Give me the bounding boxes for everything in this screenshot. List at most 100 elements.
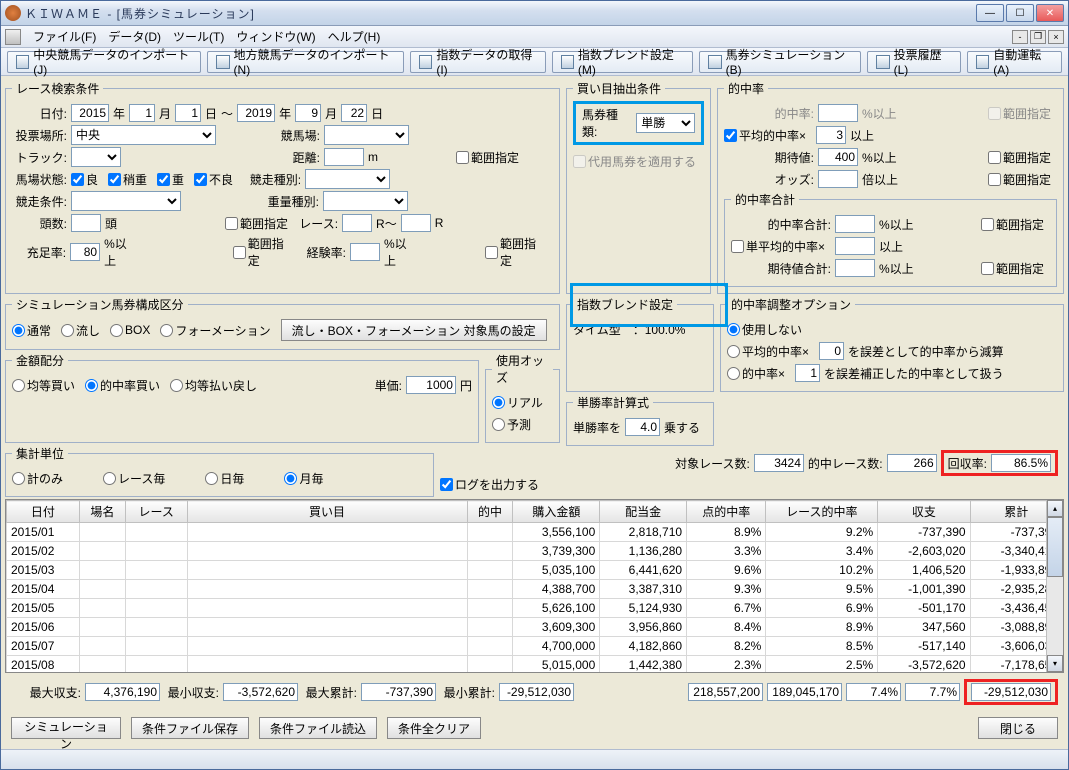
adjust-opt2-input[interactable] xyxy=(795,364,820,382)
baba-omo-check[interactable]: 重 xyxy=(157,171,184,188)
log-check[interactable]: ログを出力する xyxy=(440,476,539,493)
column-header[interactable]: 日付 xyxy=(7,501,80,523)
menu-window[interactable]: ウィンドウ(W) xyxy=(230,26,321,47)
kubun-normal[interactable]: 通常 xyxy=(12,322,51,339)
exp-input[interactable] xyxy=(350,243,380,261)
place-select[interactable]: 中央 xyxy=(71,125,216,145)
baba-yayaomo-check[interactable]: 稍重 xyxy=(108,171,147,188)
scroll-up-button[interactable]: ▴ xyxy=(1047,500,1063,517)
vertical-scrollbar[interactable]: ▴ ▾ xyxy=(1046,500,1063,672)
table-row[interactable]: 2015/013,556,1002,818,7108.9%9.2%-737,39… xyxy=(7,523,1063,542)
column-header[interactable]: 買い目 xyxy=(187,501,467,523)
odds-real[interactable]: リアル xyxy=(492,394,543,411)
type-select[interactable] xyxy=(305,169,390,189)
tanavg-input[interactable] xyxy=(835,237,875,255)
expgokei-range-check[interactable]: 範囲指定 xyxy=(981,260,1044,277)
mdi-restore[interactable]: ❐ xyxy=(1030,30,1046,44)
fill-range-check[interactable]: 範囲指定 xyxy=(233,235,295,269)
cond-select[interactable] xyxy=(71,191,181,211)
toolbar-vote-history[interactable]: 投票履歴(L) xyxy=(867,51,961,73)
toolbar-import-jra[interactable]: 中央競馬データのインポート(J) xyxy=(7,51,201,73)
kubun-nagashi[interactable]: 流し xyxy=(61,322,100,339)
column-header[interactable]: 的中 xyxy=(467,501,513,523)
money-payout[interactable]: 均等払い戻し xyxy=(170,377,257,394)
adjust-opt2[interactable]: 的中率× xyxy=(727,365,785,382)
tanavg-check[interactable]: 単平均的中率× xyxy=(731,238,825,255)
tansho-input[interactable] xyxy=(625,418,660,436)
column-header[interactable]: レース的中率 xyxy=(766,501,878,523)
distance-input[interactable] xyxy=(324,148,364,166)
table-row[interactable]: 2015/044,388,7003,387,3109.3%9.5%-1,001,… xyxy=(7,580,1063,599)
unit-input[interactable] xyxy=(406,376,456,394)
date-from-month[interactable] xyxy=(129,104,155,122)
daiyou-check[interactable]: 代用馬券を適用する xyxy=(573,153,696,170)
baba-ryo-check[interactable]: 良 xyxy=(71,171,98,188)
agg-daily[interactable]: 日毎 xyxy=(205,470,244,487)
toolbar-get-index[interactable]: 指数データの取得(I) xyxy=(410,51,546,73)
adjust-opt1-input[interactable] xyxy=(819,342,844,360)
heads-input[interactable] xyxy=(71,214,101,232)
avg-hit-input[interactable] xyxy=(816,126,846,144)
date-to-year[interactable] xyxy=(237,104,275,122)
kubun-formation[interactable]: フォーメーション xyxy=(160,322,270,339)
gokei-input[interactable] xyxy=(835,215,875,233)
toolbar-simulation[interactable]: 馬券シミュレーション(B) xyxy=(699,51,861,73)
adjust-none[interactable]: 使用しない xyxy=(727,321,802,338)
toolbar-blend-setting[interactable]: 指数ブレンド設定(M) xyxy=(552,51,694,73)
fill-input[interactable] xyxy=(70,243,100,261)
agg-total[interactable]: 計のみ xyxy=(12,470,63,487)
column-header[interactable]: 配当金 xyxy=(600,501,687,523)
avg-hit-check[interactable]: 平均的中率× xyxy=(724,127,806,144)
close-dialog-button[interactable]: 閉じる xyxy=(978,717,1058,739)
save-cond-button[interactable]: 条件ファイル保存 xyxy=(131,717,249,739)
exp-range-check[interactable]: 範囲指定 xyxy=(485,235,547,269)
simulation-button[interactable]: シミュレーション xyxy=(11,717,121,739)
exp-range-check[interactable]: 範囲指定 xyxy=(988,149,1051,166)
adjust-opt1[interactable]: 平均的中率× xyxy=(727,343,809,360)
column-header[interactable]: レース xyxy=(125,501,187,523)
mdi-minimize[interactable]: - xyxy=(1012,30,1028,44)
odds-input[interactable] xyxy=(818,170,858,188)
table-row[interactable]: 2015/074,700,0004,182,8608.2%8.5%-517,14… xyxy=(7,637,1063,656)
scroll-down-button[interactable]: ▾ xyxy=(1047,655,1063,672)
menu-help[interactable]: ヘルプ(H) xyxy=(322,26,387,47)
money-equal[interactable]: 均等買い xyxy=(12,377,75,394)
date-to-month[interactable] xyxy=(295,104,321,122)
table-row[interactable]: 2015/085,015,0001,442,3802.3%2.5%-3,572,… xyxy=(7,656,1063,674)
exp-input[interactable] xyxy=(818,148,858,166)
course-select[interactable] xyxy=(324,125,409,145)
race-to-input[interactable] xyxy=(401,214,431,232)
mdi-close[interactable]: × xyxy=(1048,30,1064,44)
date-from-day[interactable] xyxy=(175,104,201,122)
odds-range-check[interactable]: 範囲指定 xyxy=(988,171,1051,188)
table-row[interactable]: 2015/063,609,3003,956,8608.4%8.9%347,560… xyxy=(7,618,1063,637)
close-button[interactable]: ✕ xyxy=(1036,4,1064,22)
column-header[interactable]: 点的中率 xyxy=(687,501,766,523)
load-cond-button[interactable]: 条件ファイル読込 xyxy=(259,717,377,739)
kubun-box[interactable]: BOX xyxy=(110,323,150,337)
toolbar-auto-run[interactable]: 自動運転(A) xyxy=(967,51,1062,73)
distance-range-check[interactable]: 範囲指定 xyxy=(456,149,519,166)
column-header[interactable]: 収支 xyxy=(878,501,970,523)
weight-select[interactable] xyxy=(323,191,408,211)
gokei-range-check[interactable]: 範囲指定 xyxy=(981,216,1044,233)
money-hit[interactable]: 的中率買い xyxy=(85,377,160,394)
menu-tools[interactable]: ツール(T) xyxy=(167,26,230,47)
column-header[interactable]: 購入金額 xyxy=(513,501,600,523)
table-row[interactable]: 2015/035,035,1006,441,6209.6%10.2%1,406,… xyxy=(7,561,1063,580)
bet-type-select[interactable]: 単勝 xyxy=(636,113,695,133)
menu-data[interactable]: データ(D) xyxy=(102,26,167,47)
table-row[interactable]: 2015/023,739,3001,136,2803.3%3.4%-2,603,… xyxy=(7,542,1063,561)
agg-monthly[interactable]: 月毎 xyxy=(284,470,323,487)
date-from-year[interactable] xyxy=(71,104,109,122)
clear-cond-button[interactable]: 条件全クリア xyxy=(387,717,481,739)
table-row[interactable]: 2015/055,626,1005,124,9306.7%6.9%-501,17… xyxy=(7,599,1063,618)
track-select[interactable] xyxy=(71,147,121,167)
date-to-day[interactable] xyxy=(341,104,367,122)
target-horse-btn[interactable]: 流し・BOX・フォーメーション 対象馬の設定 xyxy=(281,319,547,341)
baba-furyo-check[interactable]: 不良 xyxy=(194,171,233,188)
scroll-thumb[interactable] xyxy=(1047,517,1063,577)
agg-race[interactable]: レース毎 xyxy=(103,470,165,487)
minimize-button[interactable]: — xyxy=(976,4,1004,22)
race-from-input[interactable] xyxy=(342,214,372,232)
